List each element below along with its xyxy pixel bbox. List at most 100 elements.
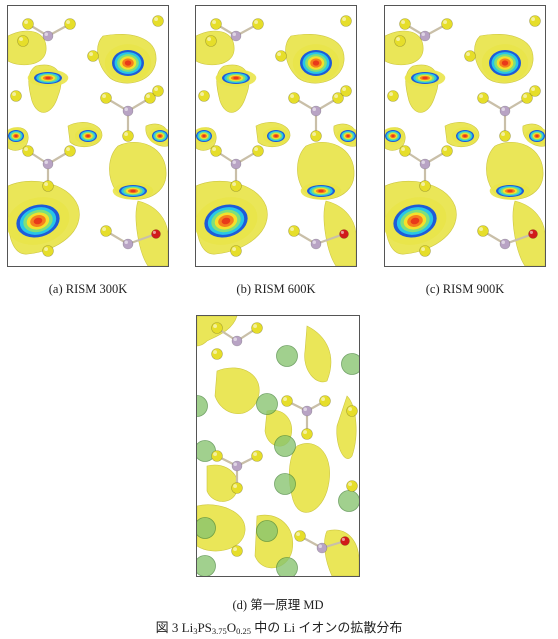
phosphorus-atom — [419, 158, 431, 170]
figure-caption-sub-s: 3.75 — [211, 626, 227, 636]
lithium-atom — [341, 353, 359, 375]
oxygen-atom — [151, 229, 161, 239]
density-hotspot — [86, 134, 90, 138]
phosphorus-atom — [231, 335, 243, 347]
sulfur-atom — [17, 35, 29, 47]
density-hotspot — [463, 134, 467, 138]
oxygen-atom — [528, 229, 538, 239]
density-isosurface — [197, 504, 246, 552]
phosphorus-atom — [419, 30, 431, 42]
figure-caption-suffix: 中の Li イオンの拡散分布 — [251, 620, 403, 635]
density-isosurface — [196, 30, 235, 66]
sulfur-atom — [301, 428, 313, 440]
sulfur-atom — [419, 180, 431, 192]
phosphorus-atom — [301, 405, 313, 417]
sulfur-atom — [499, 130, 511, 142]
sulfur-atom — [441, 18, 453, 30]
density-hotspot — [221, 217, 231, 225]
sulfur-atom — [210, 18, 222, 30]
density-map-b — [196, 15, 356, 266]
density-hotspot — [33, 217, 43, 225]
sulfur-atom — [464, 50, 476, 62]
sulfur-atom — [252, 145, 264, 157]
sulfur-atom — [64, 145, 76, 157]
phosphorus-atom — [230, 158, 242, 170]
oxygen-atom — [340, 536, 350, 546]
sulfur-atom — [211, 322, 223, 334]
phosphorus-atom — [122, 238, 134, 250]
sulfur-atom — [22, 145, 34, 157]
panel-d-first-principles-md — [196, 315, 360, 577]
sulfur-atom — [346, 480, 358, 492]
density-hotspot — [410, 217, 420, 225]
caption-d: (d) 第一原理 MD — [232, 598, 324, 612]
figure-caption-o: O — [226, 620, 237, 635]
density-hotspot — [233, 76, 239, 80]
sulfur-atom — [529, 15, 541, 27]
caption-b: (b) RISM 600K — [236, 282, 316, 296]
sulfur-atom — [288, 225, 300, 237]
density-isosurface — [324, 529, 359, 576]
sulfur-atom — [10, 90, 22, 102]
phosphorus-atom — [499, 238, 511, 250]
density-hotspot — [312, 60, 320, 66]
sulfur-atom — [152, 85, 164, 97]
phosphorus-atom — [122, 105, 134, 117]
density-isosurface — [288, 443, 330, 513]
caption-a: (a) RISM 300K — [48, 282, 128, 296]
density-hotspot — [422, 76, 428, 80]
panel-c-rism-900k — [384, 5, 546, 267]
density-hotspot — [45, 76, 51, 80]
density-map-c — [385, 15, 545, 266]
density-hotspot — [274, 134, 278, 138]
sulfur-atom — [205, 35, 217, 47]
sulfur-atom — [281, 395, 293, 407]
density-hotspot — [535, 134, 539, 138]
md-density-map — [197, 316, 359, 576]
sulfur-atom — [42, 180, 54, 192]
sulfur-atom — [394, 35, 406, 47]
density-hotspot — [130, 189, 136, 193]
sulfur-atom — [231, 545, 243, 557]
density-isosurface — [8, 30, 47, 66]
density-hotspot — [14, 134, 18, 138]
lithium-atom — [256, 393, 278, 415]
density-isosurface — [304, 325, 332, 383]
density-hotspot — [158, 134, 162, 138]
sulfur-atom — [340, 85, 352, 97]
panel-a-rism-300k — [7, 5, 169, 267]
caption-c: (c) RISM 900K — [425, 282, 505, 296]
sulfur-atom — [211, 450, 223, 462]
density-map-a — [8, 15, 168, 266]
lithium-atom — [197, 555, 216, 576]
figure-caption-ps: PS — [197, 620, 212, 635]
sulfur-atom — [230, 180, 242, 192]
lithium-atom — [276, 345, 298, 367]
phosphorus-atom — [42, 30, 54, 42]
sulfur-atom — [294, 530, 306, 542]
density-hotspot — [501, 60, 509, 66]
density-hotspot — [507, 189, 513, 193]
density-isosurface — [214, 367, 260, 415]
figure-caption-prefix: 図 3 Li — [155, 620, 194, 635]
sulfur-atom — [87, 50, 99, 62]
lithium-atom — [197, 395, 208, 417]
sulfur-atom — [198, 90, 210, 102]
sulfur-atom — [346, 405, 358, 417]
sulfur-atom — [152, 15, 164, 27]
sulfur-atom — [100, 92, 112, 104]
sulfur-atom — [22, 18, 34, 30]
density-hotspot — [391, 134, 395, 138]
lithium-atom — [276, 557, 298, 576]
lithium-atom — [197, 517, 216, 539]
phosphorus-atom — [310, 238, 322, 250]
sulfur-atom — [387, 90, 399, 102]
sulfur-atom — [230, 245, 242, 257]
phosphorus-atom — [499, 105, 511, 117]
phosphorus-atom — [316, 542, 328, 554]
lithium-atom — [256, 520, 278, 542]
sulfur-atom — [251, 322, 263, 334]
figure-caption: 図 3 Li3PS3.75O0.25 中の Li イオンの拡散分布 — [0, 617, 558, 636]
sulfur-atom — [211, 348, 223, 360]
sulfur-atom — [275, 50, 287, 62]
